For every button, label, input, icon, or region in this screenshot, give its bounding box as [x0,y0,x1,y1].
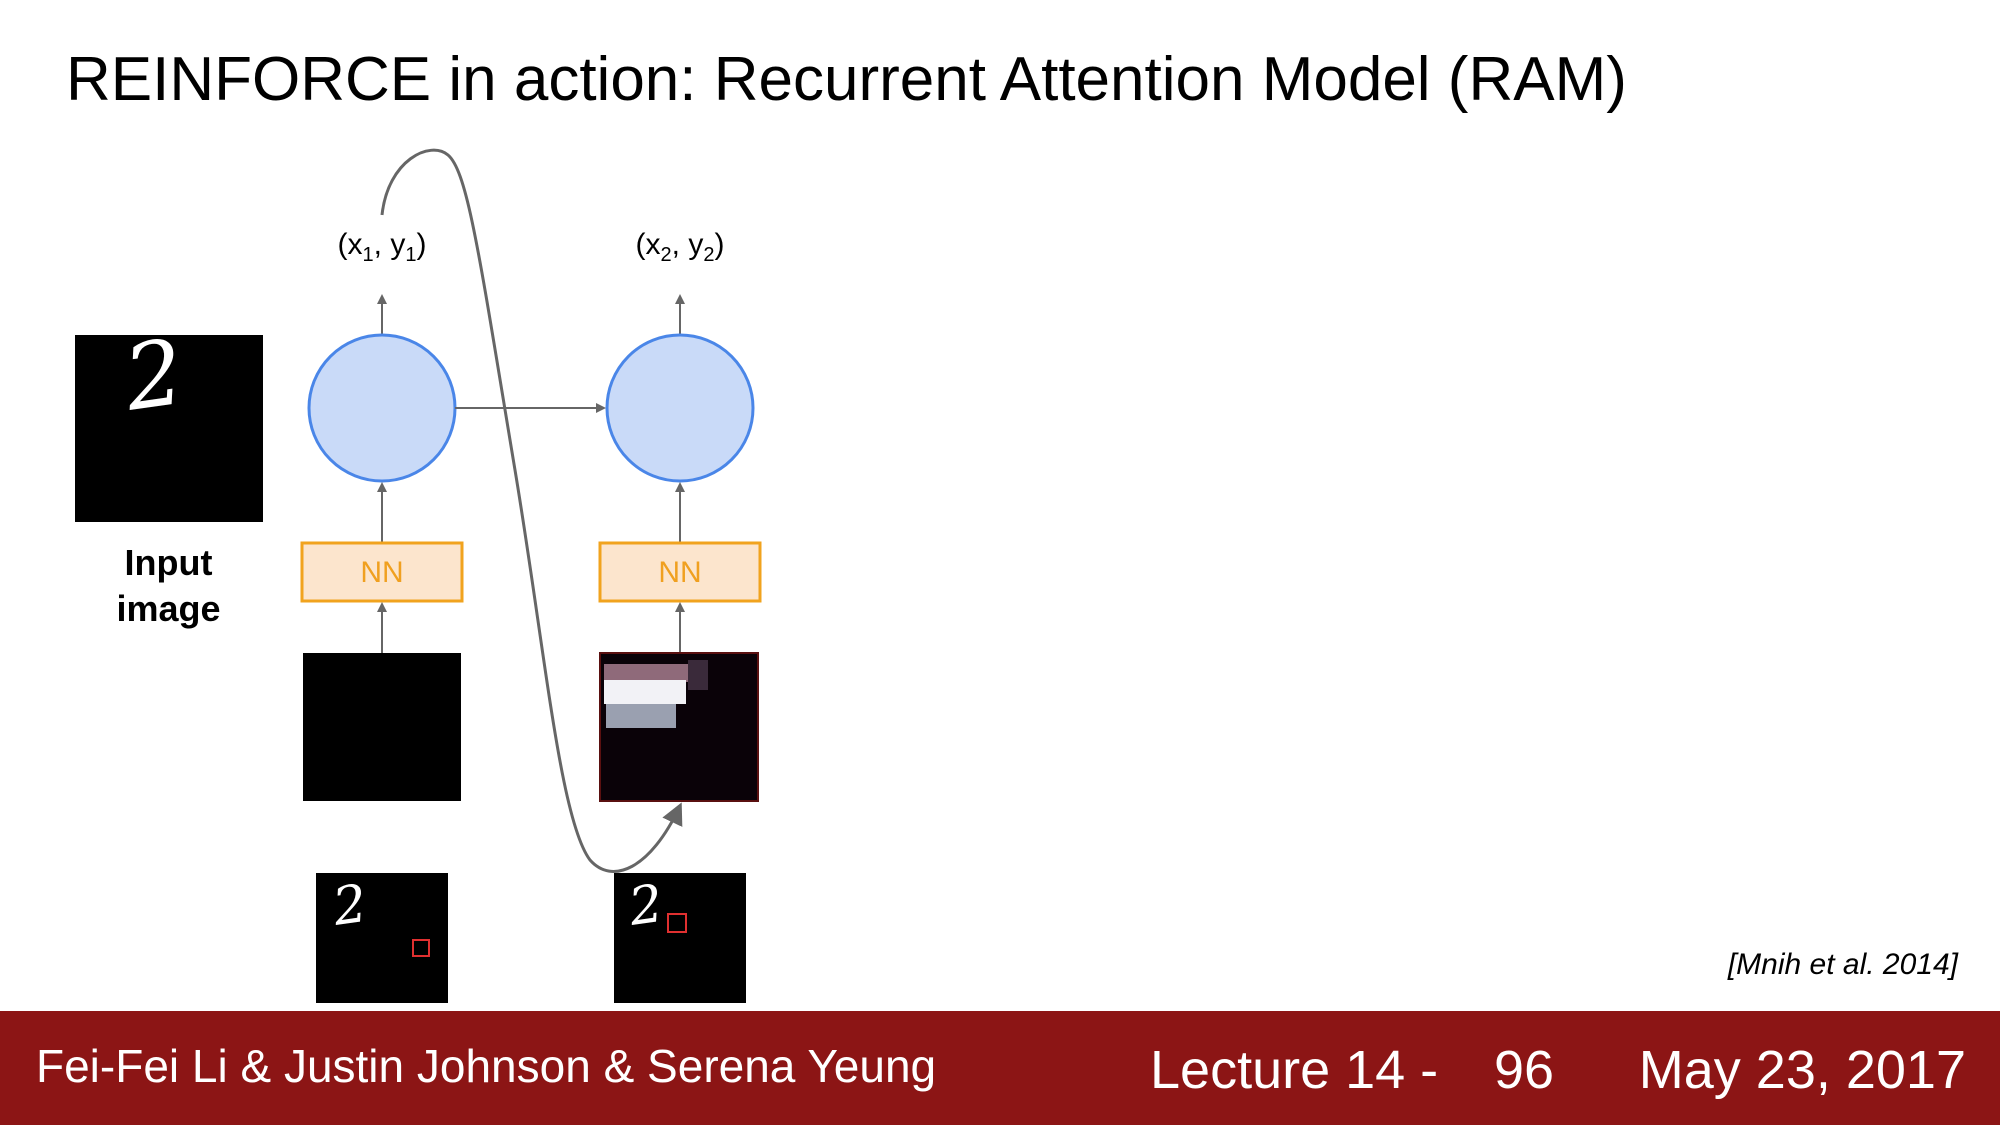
rnn-cell-2 [605,333,755,483]
ram-diagram: 2 2 2 [75,148,762,1003]
footer-authors: Fei-Fei Li & Justin Johnson & Serena Yeu… [36,1040,937,1092]
nn-label-2: NN [658,556,702,589]
rnn-cell-1 [307,333,457,483]
input-image: 2 [75,320,263,522]
nn-box-1 [300,541,464,603]
footer-lecture: Lecture 14 - [1150,1040,1439,1100]
citation: [Mnih et al. 2014] [1727,948,1958,981]
coord-label-1: (x1, y1) [337,228,427,266]
step-2: 2 [598,294,762,1003]
thumb-digit-1: 2 [328,874,370,938]
footer-bar: Fei-Fei Li & Justin Johnson & Serena Yeu… [0,1011,2000,1125]
footer-slide-number: 96 [1494,1040,1555,1100]
nn-label-1: NN [360,556,404,589]
location-thumb-2: 2 [614,873,746,1003]
glimpse-box-2 [667,913,687,933]
glimpse-box-1 [412,939,430,957]
location-thumb-1: 2 [316,873,448,1003]
coord-label-2: (x2, y2) [635,228,725,266]
footer-date: May 23, 2017 [1638,1040,1966,1100]
input-digit: 2 [117,320,189,432]
glimpse-2 [599,652,759,802]
thumb-digit-2: 2 [624,874,666,938]
slide-title: REINFORCE in action: Recurrent Attention… [66,45,1627,114]
input-image-label: Input image [116,542,221,629]
step-1: 2 [300,294,464,1003]
glimpse-1 [303,653,461,801]
nn-box-2 [598,541,762,603]
location-feedback-arrow [380,148,683,873]
